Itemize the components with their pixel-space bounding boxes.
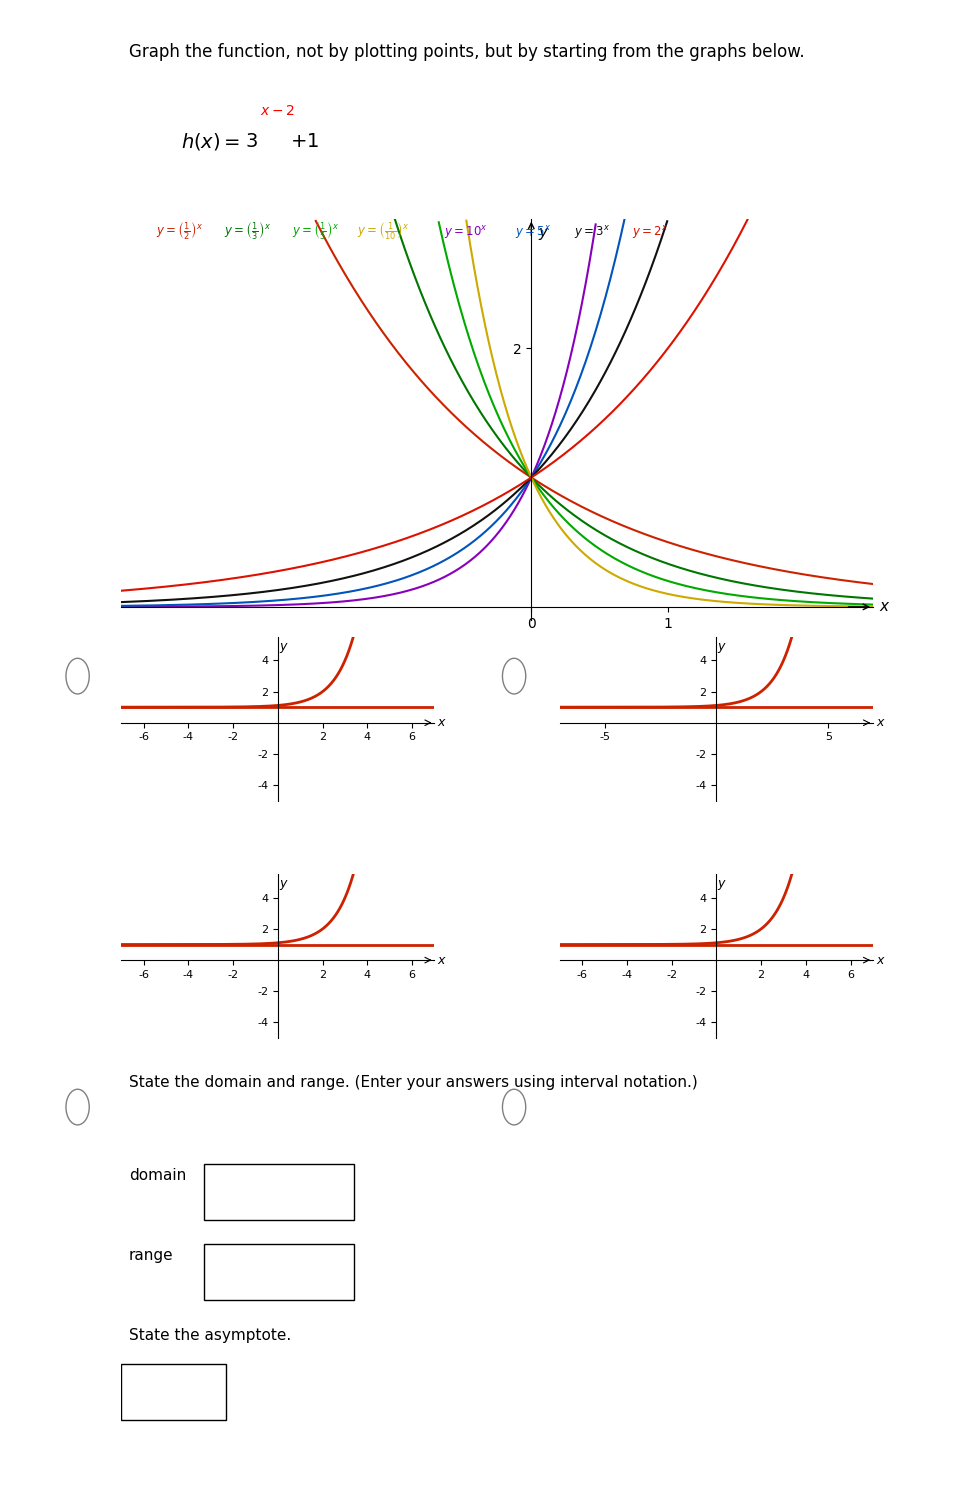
Text: x: x xyxy=(875,716,883,730)
Text: $y = \left(\frac{1}{3}\right)^x$: $y = \left(\frac{1}{3}\right)^x$ xyxy=(224,220,270,241)
Text: $y = \left(\frac{1}{2}\right)^x$: $y = \left(\frac{1}{2}\right)^x$ xyxy=(156,220,203,241)
Text: $y = \left(\frac{1}{10}\right)^x$: $y = \left(\frac{1}{10}\right)^x$ xyxy=(357,220,409,241)
FancyBboxPatch shape xyxy=(203,1164,354,1220)
Text: y: y xyxy=(538,226,547,241)
Text: y: y xyxy=(279,639,286,652)
Text: State the domain and range. (Enter your answers using interval notation.): State the domain and range. (Enter your … xyxy=(129,1076,697,1091)
Text: $x-2$: $x-2$ xyxy=(260,104,295,117)
Text: y: y xyxy=(717,877,724,890)
Text: $y = 3^x$: $y = 3^x$ xyxy=(573,224,610,241)
Text: y: y xyxy=(717,639,724,652)
Text: $+ 1$: $+ 1$ xyxy=(290,132,319,152)
Text: $3$: $3$ xyxy=(245,132,258,152)
Text: $y = 2^x$: $y = 2^x$ xyxy=(631,224,668,241)
Text: Graph the function, not by plotting points, but by starting from the graphs belo: Graph the function, not by plotting poin… xyxy=(129,43,803,61)
Text: x: x xyxy=(437,954,445,966)
Text: State the asymptote.: State the asymptote. xyxy=(129,1328,291,1343)
Text: x: x xyxy=(437,716,445,730)
Text: $y = \left(\frac{1}{5}\right)^x$: $y = \left(\frac{1}{5}\right)^x$ xyxy=(292,220,338,241)
Text: $h(x) = $: $h(x) = $ xyxy=(181,131,240,152)
FancyBboxPatch shape xyxy=(203,1244,354,1300)
FancyBboxPatch shape xyxy=(121,1364,226,1421)
Text: domain: domain xyxy=(129,1168,186,1183)
Text: range: range xyxy=(129,1248,173,1263)
Text: $y = 5^x$: $y = 5^x$ xyxy=(515,224,551,241)
Text: x: x xyxy=(879,599,888,614)
Text: y: y xyxy=(279,877,286,890)
Text: $y = 10^x$: $y = 10^x$ xyxy=(443,224,487,241)
Text: x: x xyxy=(875,954,883,966)
